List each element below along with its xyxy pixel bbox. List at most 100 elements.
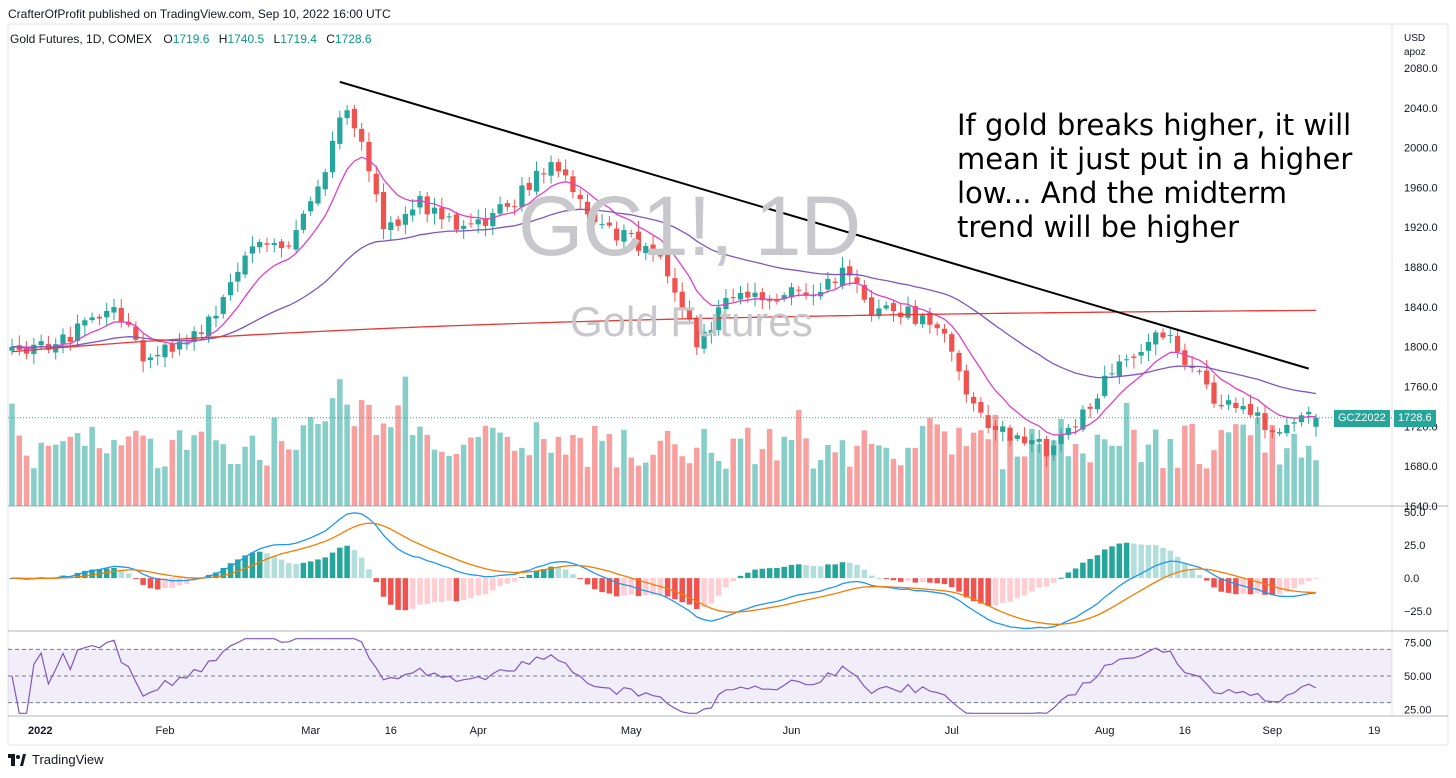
volume-bar	[562, 454, 569, 506]
candle-body	[504, 203, 510, 207]
price-tick-label: 1800.0	[1404, 342, 1438, 354]
volume-bar	[868, 443, 875, 506]
axes-labels: 2080.0 2040.0 2000.0 1960.0 1920.0 1880.0 1840…	[28, 63, 1438, 737]
macd-histogram-bar	[599, 578, 605, 593]
candle-body	[1058, 435, 1064, 445]
volume-bar	[752, 464, 758, 506]
macd-histogram-bar	[1109, 546, 1115, 579]
rsi-pane	[11, 638, 1317, 714]
macd-histogram-bar	[111, 567, 117, 579]
candle-body	[410, 209, 416, 216]
candle-body	[227, 282, 234, 296]
macd-histogram-bar	[999, 578, 1006, 603]
candle-body	[1211, 382, 1217, 404]
volume-bar	[599, 440, 605, 506]
downtrend-line	[339, 80, 1309, 370]
candle-body	[1007, 427, 1013, 441]
volume-bar	[810, 468, 817, 506]
volume-bar	[468, 437, 474, 506]
price-tick-label: 2000.0	[1404, 143, 1438, 155]
macd-histogram-bar	[1262, 578, 1268, 595]
volume-bar	[511, 450, 518, 506]
candle-body	[635, 231, 642, 251]
trendline[interactable]	[339, 80, 1309, 370]
rsi-band	[8, 649, 1392, 703]
candle-body	[235, 271, 241, 282]
candle-body	[541, 173, 547, 175]
macd-histogram-bar	[1182, 564, 1188, 579]
candle-body	[934, 324, 940, 329]
volume-bar	[796, 410, 802, 506]
macd-histogram-bar	[679, 578, 685, 603]
candle-body	[1225, 400, 1232, 405]
candle-body	[1167, 334, 1173, 336]
macd-histogram-bar	[956, 578, 962, 592]
macd-histogram-bar	[235, 559, 241, 579]
candlestick-series[interactable]	[9, 104, 1319, 467]
last-price-tag: 1728.6	[1394, 410, 1436, 427]
macd-histogram-bar	[927, 578, 933, 583]
macd-histogram-bar	[548, 566, 554, 579]
macd-histogram-bar	[278, 559, 285, 579]
volume-bar	[1116, 445, 1123, 506]
candle-body	[198, 332, 205, 334]
volume-bar	[788, 440, 795, 506]
macd-histogram-bar	[1029, 578, 1035, 592]
volume-bar	[140, 435, 146, 506]
price-tick-label: 1960.0	[1404, 182, 1438, 194]
time-tick-label: Aug	[1095, 725, 1115, 737]
macd-histogram-bar	[453, 578, 460, 602]
candle-body	[737, 292, 744, 300]
volume-bar	[803, 438, 809, 506]
candle-body	[1029, 440, 1035, 445]
volume-bar	[118, 445, 125, 506]
candle-body	[832, 281, 838, 283]
macd-histogram-bar	[519, 576, 525, 579]
macd-histogram-bar	[1203, 578, 1210, 581]
candle-body	[1255, 412, 1261, 416]
candle-body	[213, 315, 219, 319]
ma-line	[11, 156, 1317, 436]
macd-histogram-bar	[169, 578, 176, 588]
macd-histogram-bar	[424, 578, 431, 605]
volume-bar	[9, 403, 15, 506]
candle-body	[584, 201, 591, 215]
candle-body	[169, 343, 175, 352]
candle-body	[839, 267, 846, 286]
rsi-tick-label: 75.00	[1404, 638, 1432, 650]
volume-bar	[1313, 460, 1319, 506]
macd-histogram-bar	[373, 578, 380, 583]
macd-histogram-bar	[555, 567, 562, 579]
time-tick-label: Feb	[155, 725, 174, 737]
macd-histogram-bar	[701, 578, 707, 608]
candle-body	[708, 330, 714, 334]
macd-histogram-bar	[1050, 578, 1057, 583]
volume-bar	[941, 431, 948, 506]
price-tick-label: 1920.0	[1404, 222, 1438, 234]
macd-histogram-bar	[970, 578, 977, 602]
volume-bar	[249, 435, 256, 506]
volume-bar	[1152, 429, 1159, 506]
volume-bar	[664, 430, 671, 506]
macd-histogram-bar	[672, 578, 678, 600]
volume-bar	[1094, 434, 1101, 506]
volume-bar	[999, 469, 1006, 506]
volume-bar	[650, 454, 656, 506]
tradingview-brand[interactable]: TradingView	[8, 752, 104, 767]
macd-histogram-bar	[213, 572, 219, 579]
high-label: H	[218, 32, 228, 46]
brand-label: TradingView	[32, 752, 104, 767]
macd-histogram-bar	[162, 578, 168, 589]
candle-body	[679, 291, 685, 308]
macd-histogram-bar	[1305, 578, 1312, 581]
volume-bar	[948, 454, 955, 506]
macd-histogram-bar	[1080, 562, 1086, 579]
low-label: L	[273, 32, 281, 46]
volume-bar	[1298, 457, 1305, 506]
volume-bars	[9, 376, 1319, 506]
volume-bar	[344, 404, 350, 506]
volume-bar	[1247, 435, 1254, 506]
macd-histogram-bar	[446, 578, 452, 601]
macd-histogram-bar	[919, 578, 926, 582]
